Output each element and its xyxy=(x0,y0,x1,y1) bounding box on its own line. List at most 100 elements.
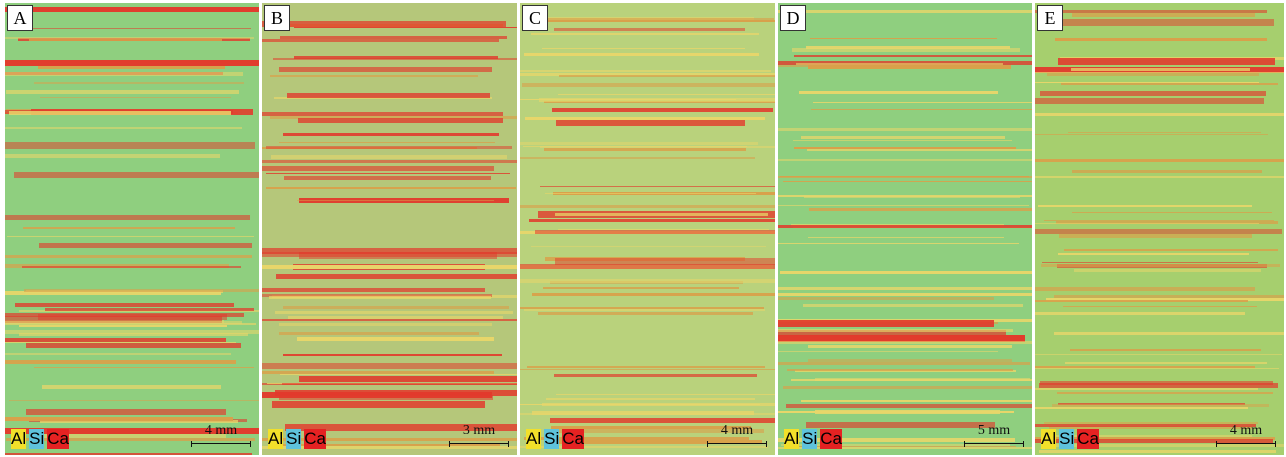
layer-stripe xyxy=(262,446,517,450)
layer-stripe xyxy=(5,316,223,323)
legend: Al Si Ca xyxy=(11,429,69,449)
layer-stripe xyxy=(262,437,517,441)
layer-stripe xyxy=(278,141,496,143)
layer-stripe xyxy=(262,293,492,298)
layer-stripe xyxy=(524,308,766,312)
layer-stripe xyxy=(793,139,1013,142)
layer-stripe xyxy=(262,265,517,270)
layer-stripe xyxy=(1070,348,1261,351)
layer-stripe xyxy=(25,409,227,416)
layer-stripe xyxy=(1044,444,1284,447)
layer-stripe xyxy=(40,419,238,424)
layer-stripe xyxy=(5,37,255,40)
legend-item: Al xyxy=(526,429,542,449)
layer-stripe xyxy=(18,310,259,312)
layer-stripe xyxy=(1035,158,1284,163)
layer-stripe xyxy=(523,145,748,147)
layer-stripe xyxy=(1035,97,1264,105)
layer-stripe xyxy=(270,155,507,160)
layer-stripe xyxy=(520,307,764,310)
layer-stripe xyxy=(1062,305,1257,308)
layer-stripe xyxy=(558,94,775,96)
layer-stripe xyxy=(1035,223,1260,225)
layer-stripe xyxy=(5,71,243,76)
layer-stripe xyxy=(539,185,775,187)
layer-stripe xyxy=(778,446,1032,449)
layer-stripe xyxy=(5,154,220,158)
layer-stripe xyxy=(1065,362,1268,364)
layer-stripe xyxy=(1042,261,1258,264)
layer-stripe xyxy=(1035,112,1284,116)
legend: Al Si Ca xyxy=(1041,429,1099,449)
legend-item: Ca xyxy=(820,429,842,449)
layer-stripe xyxy=(34,366,254,369)
layer-stripe xyxy=(279,66,492,73)
layer-stripe xyxy=(1073,268,1262,273)
layer-stripe xyxy=(1047,72,1260,77)
legend-item: Al xyxy=(11,429,27,449)
legend-item: Si xyxy=(802,429,818,449)
scale-bar-group: 5 mm xyxy=(964,423,1024,447)
panel-label: D xyxy=(780,5,806,31)
layer-stripe xyxy=(786,369,1014,371)
legend-item: Ca xyxy=(1077,429,1099,449)
layer-stripe xyxy=(14,172,259,179)
layer-stripe xyxy=(282,305,510,309)
layer-stripe xyxy=(299,252,497,259)
layer-stripe xyxy=(1035,175,1284,179)
layer-stripe xyxy=(38,65,225,70)
layer-stripe xyxy=(524,116,766,121)
layer-stripe xyxy=(1071,67,1251,72)
layer-stripe xyxy=(5,142,256,149)
layer-stripe xyxy=(520,368,775,370)
layer-stripe xyxy=(520,279,775,283)
layer-stripe xyxy=(795,63,1003,66)
layer-stripe xyxy=(5,453,252,455)
layer-stripe xyxy=(22,27,251,30)
layer-stripe xyxy=(779,271,1032,274)
layer-stripe xyxy=(782,180,1032,183)
layer-stripe xyxy=(1057,252,1250,255)
scale-bar xyxy=(707,441,767,447)
layer-stripe xyxy=(5,320,243,324)
layer-stripe xyxy=(544,192,757,195)
layer-stripe xyxy=(778,329,1006,336)
layer-stripe xyxy=(294,56,499,60)
layer-stripe xyxy=(280,373,517,375)
layer-stripe xyxy=(1054,331,1284,336)
layer-stripe xyxy=(520,142,758,145)
layer-stripe xyxy=(554,212,768,216)
layer-stripe xyxy=(1035,300,1249,302)
layer-stripe xyxy=(520,263,775,270)
layer-stripe xyxy=(782,385,1032,390)
scale-bar-group: 4 mm xyxy=(191,423,251,447)
scale-bar-group: 3 mm xyxy=(449,423,509,447)
layer-stripe xyxy=(39,96,231,99)
layer-stripe xyxy=(554,373,758,378)
layer-stripe xyxy=(265,145,512,149)
legend-item: Si xyxy=(544,429,560,449)
layer-stripe xyxy=(262,112,503,117)
layer-stripe xyxy=(1071,169,1262,173)
layer-stripe xyxy=(5,342,236,344)
layer-stripe xyxy=(1060,82,1278,86)
scale-text: 4 mm xyxy=(720,423,754,438)
layer-stripe xyxy=(778,319,995,327)
layer-stripe xyxy=(276,274,517,279)
legend-item: Si xyxy=(29,429,45,449)
legend-item: Ca xyxy=(304,429,326,449)
layer-stripe xyxy=(5,313,244,317)
layer-stripe xyxy=(266,172,510,175)
layer-stripe xyxy=(1035,423,1256,428)
layer-stripe xyxy=(1063,249,1279,252)
layer-stripe xyxy=(544,429,765,434)
scale-text: 5 mm xyxy=(977,423,1011,438)
layer-stripe xyxy=(778,195,1032,197)
layer-stripe xyxy=(793,55,1032,57)
layer-stripe xyxy=(5,7,259,12)
layer-stripe xyxy=(520,157,756,159)
layer-stripe xyxy=(262,318,517,321)
layer-stripe xyxy=(538,98,775,103)
layer-stripe xyxy=(287,315,504,319)
layer-stripe xyxy=(5,323,256,325)
